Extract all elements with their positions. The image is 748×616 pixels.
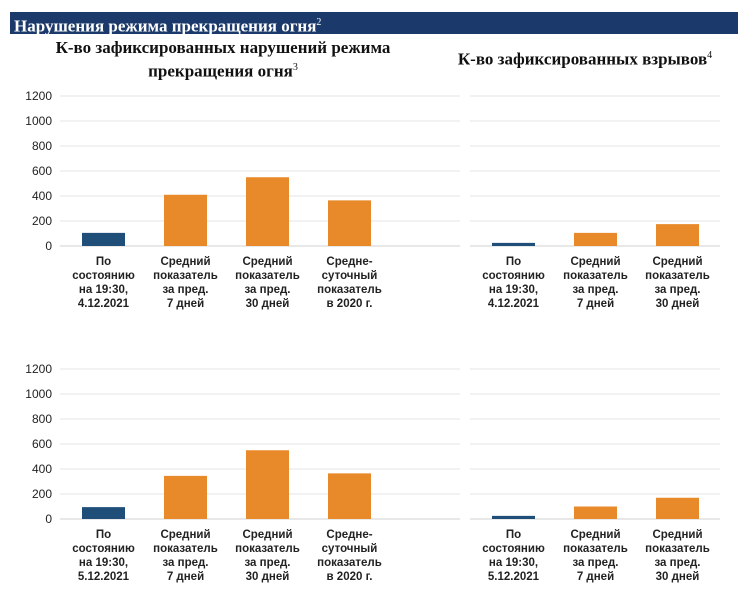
- explosions-chart-top: По состоянию на 19:30, 4.12.2021 Средний пока…: [470, 95, 720, 310]
- bar: [328, 200, 371, 246]
- bar: [164, 475, 207, 519]
- bar: [574, 506, 617, 519]
- category-label: Средний показатель за пред. 30 дней: [235, 529, 300, 583]
- bar: [328, 473, 371, 519]
- y-tick-label: 0: [45, 239, 52, 253]
- bar: [656, 224, 699, 246]
- category-label: По состоянию на 19:30, 4.12.2021: [482, 256, 545, 310]
- violations-footnote-mark: 3: [292, 62, 298, 73]
- violations-chart-top: 0 200 400 600 800 1000 1200 По состоянию на 19:30…: [25, 89, 460, 310]
- y-tick-label: 200: [32, 487, 52, 501]
- violations-chart-title: К-во зафиксированных нарушений режима пр…: [18, 38, 428, 82]
- category-label: По состоянию на 19:30, 4.12.2021: [72, 256, 135, 310]
- category-label: Средний показатель за пред. 30 дней: [645, 256, 710, 310]
- explosions-chart-bottom: По состоянию на 19:30, 5.12.2021 Средний пока…: [470, 368, 720, 583]
- y-tick-label: 400: [32, 462, 52, 476]
- category-label: Средний показатель за пред. 7 дней: [153, 529, 218, 583]
- bar: [246, 450, 289, 519]
- violations-title-text: К-во зафиксированных нарушений режима пр…: [55, 38, 391, 81]
- bar: [82, 507, 125, 519]
- y-tick-label: 1000: [25, 114, 52, 128]
- category-label: По состоянию на 19:30, 5.12.2021: [72, 529, 135, 583]
- bar: [492, 515, 535, 519]
- y-tick-label: 800: [32, 139, 52, 153]
- y-tick-label: 600: [32, 437, 52, 451]
- header-bar: Нарушения режима прекращения огня2: [10, 12, 738, 36]
- y-tick-label: 1200: [25, 362, 52, 376]
- violations-chart-bottom: 0 200 400 600 800 1000 1200 По состоянию на 19:30…: [25, 362, 460, 583]
- y-tick-label: 0: [45, 512, 52, 526]
- y-tick-label: 1000: [25, 387, 52, 401]
- explosions-chart-title: К-во зафиксированных взрывов4: [430, 46, 740, 70]
- bar: [82, 232, 125, 246]
- y-tick-label: 1200: [25, 89, 52, 103]
- category-label: Средне-суточный показатель в 2020 г.: [317, 256, 382, 310]
- bar: [164, 194, 207, 246]
- header-footnote-mark: 2: [316, 17, 322, 28]
- explosions-footnote-mark: 4: [707, 50, 713, 61]
- bar: [574, 232, 617, 246]
- explosions-title-text: К-во зафиксированных взрывов: [457, 49, 708, 69]
- y-tick-label: 800: [32, 412, 52, 426]
- bar: [246, 177, 289, 246]
- category-label: Средний показатель за пред. 30 дней: [645, 529, 710, 583]
- header-title: Нарушения режима прекращения огня: [14, 16, 317, 36]
- y-tick-label: 400: [32, 189, 52, 203]
- y-tick-label: 200: [32, 214, 52, 228]
- category-label: По состоянию на 19:30, 5.12.2021: [482, 529, 545, 583]
- category-label: Средне-суточный показатель в 2020 г.: [317, 529, 382, 583]
- category-label: Средний показатель за пред. 30 дней: [235, 256, 300, 310]
- category-label: Средний показатель за пред. 7 дней: [153, 256, 218, 310]
- category-label: Средний показатель за пред. 7 дней: [563, 529, 628, 583]
- category-label: Средний показатель за пред. 7 дней: [563, 256, 628, 310]
- y-tick-label: 600: [32, 164, 52, 178]
- bar: [492, 242, 535, 246]
- bar: [656, 497, 699, 519]
